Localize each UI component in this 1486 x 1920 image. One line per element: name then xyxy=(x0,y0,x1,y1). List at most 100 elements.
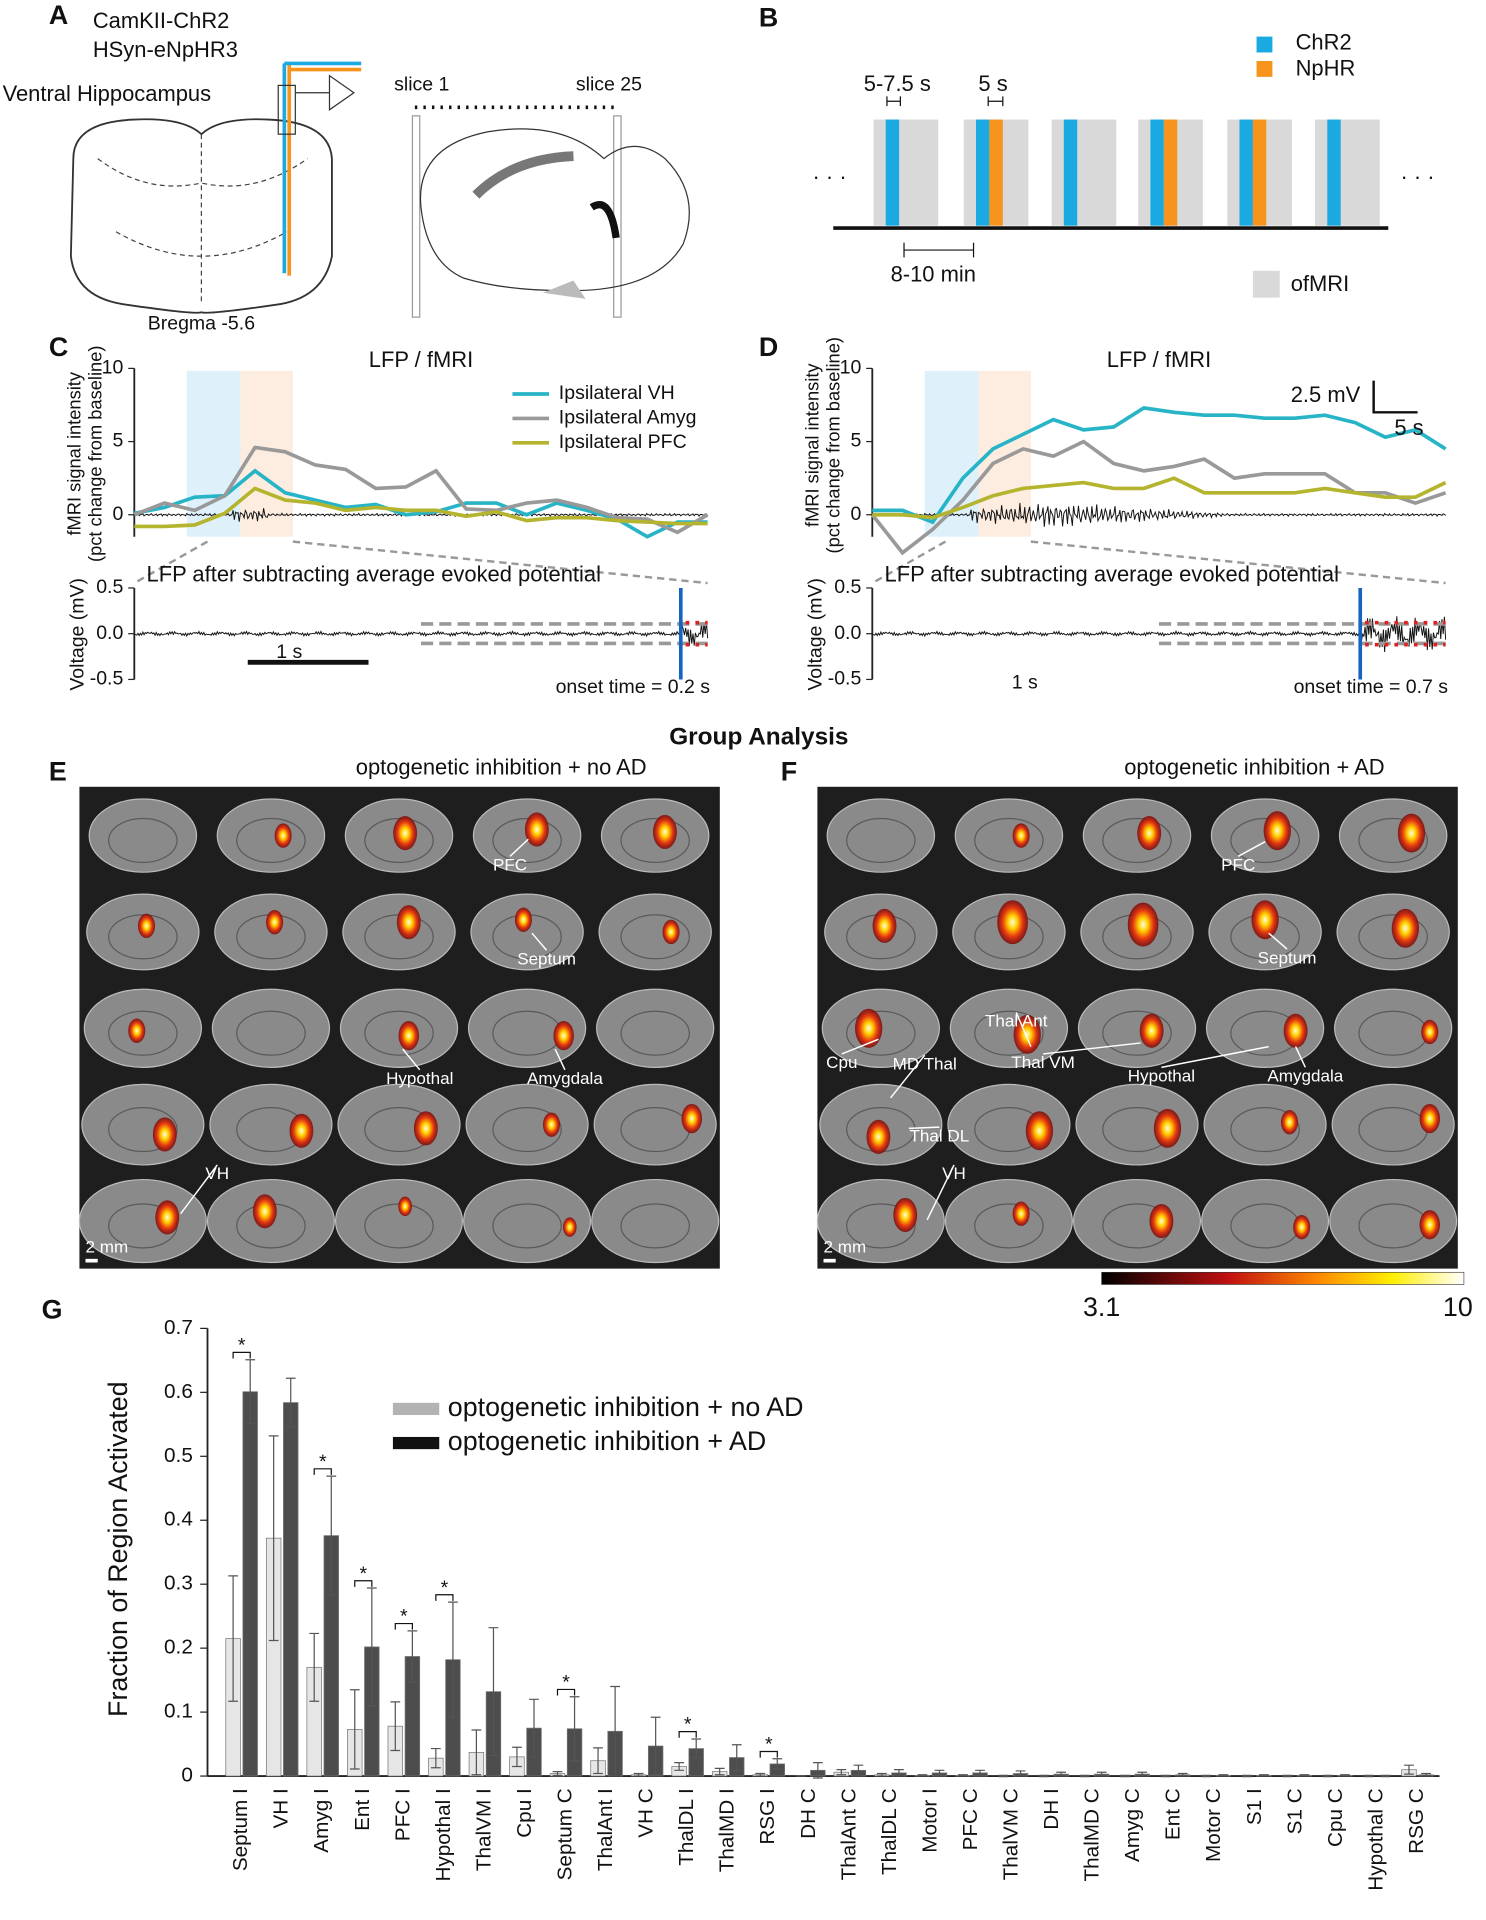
legend-swatch xyxy=(1256,36,1273,53)
panel-label: E xyxy=(49,756,67,786)
activation-blob xyxy=(1127,902,1159,947)
activation-blob xyxy=(562,1217,577,1237)
scale-bar xyxy=(1372,380,1418,414)
scale-label: 2 mm xyxy=(824,1237,867,1256)
y-tick-label: 0.3 xyxy=(164,1572,193,1595)
activation-blob xyxy=(542,1112,561,1137)
y-axis-label: Fraction of Region Activated xyxy=(103,1381,133,1717)
activation-blob xyxy=(152,1117,177,1152)
x-tick-label: S1 I xyxy=(1243,1788,1266,1825)
brain-slice xyxy=(1072,1178,1202,1264)
error-bar xyxy=(836,1769,847,1776)
scale-label: 5 s xyxy=(1394,415,1423,440)
x-tick-label: DH C xyxy=(797,1788,820,1839)
activation-blob xyxy=(398,1196,412,1217)
brain-slice xyxy=(826,798,936,873)
y-axis-label: (pct change from baseline) xyxy=(84,346,105,562)
activation-blob xyxy=(1419,1210,1441,1240)
brain-slice xyxy=(465,1083,589,1166)
panel-title: optogenetic inhibition + AD xyxy=(1124,754,1384,779)
x-tick-label: ThalVM C xyxy=(1000,1788,1023,1880)
brain-slice xyxy=(463,1178,592,1264)
significance-label: * xyxy=(400,1606,408,1628)
chart-title: LFP / fMRI xyxy=(1107,347,1211,372)
section-title: Group Analysis xyxy=(669,723,848,750)
error-bar xyxy=(714,1767,725,1776)
error-bar xyxy=(998,1774,1009,1778)
hippocampus xyxy=(472,151,574,199)
error-bar xyxy=(1282,1774,1293,1778)
activation-blob xyxy=(396,905,421,940)
error-bar xyxy=(1258,1774,1269,1777)
brain-inner xyxy=(620,914,690,960)
brain-slice xyxy=(78,1178,207,1264)
error-bar xyxy=(610,1685,620,1777)
error-bar xyxy=(1241,1774,1252,1778)
fmri-line xyxy=(133,445,709,535)
error-bar xyxy=(1299,1774,1310,1777)
brain-inner xyxy=(492,817,562,864)
chr2-stim xyxy=(885,119,900,226)
error-bar xyxy=(1120,1774,1131,1778)
legend-label: NpHR xyxy=(1296,55,1356,80)
error-bar xyxy=(390,1701,401,1752)
activation-blob xyxy=(393,816,418,851)
brain-slice xyxy=(1329,1178,1458,1264)
brain-slice xyxy=(81,1083,205,1166)
fmri-line xyxy=(870,439,1447,556)
error-bar xyxy=(731,1744,742,1771)
error-bar xyxy=(593,1747,603,1775)
significance-bracket xyxy=(678,1731,697,1738)
leader-line xyxy=(926,1164,955,1221)
brain-slice xyxy=(339,988,459,1068)
x-tick-label: ThalAnt I xyxy=(594,1788,617,1871)
x-tick-label: RSG C xyxy=(1405,1788,1428,1854)
region-annotation: VH xyxy=(942,1164,966,1183)
activation-blob xyxy=(681,1103,703,1134)
y-tick-label: 0.0 xyxy=(834,622,861,644)
brain-slice xyxy=(1203,1083,1327,1166)
region-annotation: Thal VM xyxy=(1011,1053,1075,1072)
scale-bar xyxy=(823,1258,836,1263)
zoom-connector xyxy=(133,540,708,585)
activation-blob xyxy=(274,823,292,848)
brain-slice xyxy=(216,798,326,873)
significance-label: * xyxy=(765,1734,773,1756)
fmri-line xyxy=(134,486,708,529)
error-bar xyxy=(674,1762,685,1771)
activation-blob xyxy=(866,1119,891,1154)
significance-label: * xyxy=(441,1577,449,1599)
y-tick-label: 5 xyxy=(850,430,861,452)
brain-slice xyxy=(596,988,715,1068)
activation-blob xyxy=(128,1018,146,1043)
brain-slice xyxy=(334,1178,464,1264)
region-annotation: Thal DL xyxy=(910,1126,970,1145)
pituitary xyxy=(542,280,586,299)
brain-slice xyxy=(88,798,198,873)
y-tick-label: 0 xyxy=(112,503,123,525)
duration-label: 5-7.5 s xyxy=(864,71,931,96)
error-bar xyxy=(650,1716,661,1776)
leader-line xyxy=(531,932,548,951)
chr2-stim xyxy=(1150,119,1164,226)
panel-label: D xyxy=(759,332,778,362)
legend-swatch xyxy=(1256,60,1273,77)
error-bar xyxy=(569,1696,580,1762)
interval-label: 8-10 min xyxy=(891,261,976,286)
activation-blob xyxy=(1419,1103,1441,1134)
activation-blob xyxy=(893,1197,918,1233)
coronal-section xyxy=(69,118,333,314)
scale-label: 1 s xyxy=(276,641,302,663)
panel-title: optogenetic inhibition + no AD xyxy=(356,754,647,779)
y-tick-label: 0.2 xyxy=(164,1636,193,1659)
leader-line xyxy=(509,838,529,857)
brain-inner xyxy=(236,817,306,864)
error-bar xyxy=(772,1758,783,1770)
error-bar xyxy=(755,1772,766,1777)
error-bar xyxy=(934,1769,945,1777)
x-tick-label: ThalDL I xyxy=(675,1788,698,1866)
bar xyxy=(283,1402,299,1777)
brain-inner xyxy=(1358,914,1428,960)
brain-slice xyxy=(591,1178,720,1264)
x-tick-label: VH I xyxy=(270,1788,293,1828)
